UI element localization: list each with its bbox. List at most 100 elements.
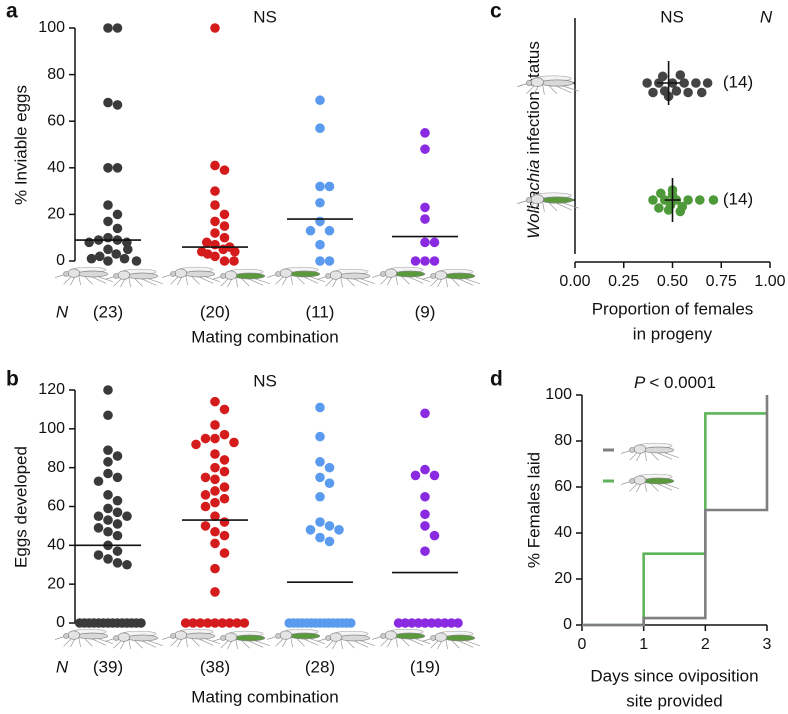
dot <box>315 532 325 543</box>
icon-leg <box>190 275 200 285</box>
y-tick-label: 0 <box>56 614 65 631</box>
icon-proboscis <box>372 274 381 278</box>
y-tick-label: 60 <box>554 478 572 495</box>
icon-thorax <box>117 270 131 280</box>
dot <box>200 490 211 500</box>
x-tick-label: 0.75 <box>706 273 737 290</box>
dot <box>315 402 325 413</box>
dot <box>420 491 430 502</box>
dot <box>210 23 220 33</box>
x-tick-label: 3 <box>763 636 772 653</box>
dot <box>202 618 213 628</box>
mosquito-icon <box>212 268 271 288</box>
icon-proboscis <box>621 450 630 454</box>
x-tick-label: 1.00 <box>754 273 785 290</box>
dot <box>219 493 230 504</box>
mosquito-icon <box>105 268 164 288</box>
y-tick-label: 20 <box>47 575 65 592</box>
icon-leg <box>649 451 659 461</box>
y-tick-label: 60 <box>47 112 65 129</box>
x-tick-label: 0.25 <box>608 273 639 290</box>
icon-head <box>526 79 533 87</box>
mosquito-icon <box>162 266 221 286</box>
icon-head <box>629 478 636 484</box>
n-header: N <box>56 302 69 321</box>
dot <box>210 433 220 444</box>
dot <box>200 433 211 444</box>
dot <box>210 228 220 238</box>
dot <box>324 521 335 531</box>
icon-abdomen <box>76 632 109 640</box>
panel-letter: a <box>6 0 18 23</box>
dot <box>103 445 113 455</box>
icon-abdomen <box>540 196 574 204</box>
dot <box>324 256 335 266</box>
icon-leg <box>185 275 188 286</box>
dot <box>84 237 94 248</box>
dot <box>210 186 220 196</box>
dot <box>315 123 325 133</box>
n-label: (38) <box>200 657 230 676</box>
dot <box>111 249 122 259</box>
dot <box>305 225 316 236</box>
icon-head <box>275 633 282 639</box>
dot <box>201 237 212 248</box>
dot <box>224 618 235 628</box>
dot <box>429 256 440 266</box>
icon-head <box>113 635 120 641</box>
dot <box>315 256 325 266</box>
dot <box>122 559 132 570</box>
dot <box>103 200 113 210</box>
icon-abdomen <box>393 270 426 278</box>
n-header: N <box>760 7 773 26</box>
dot <box>334 525 344 535</box>
dot <box>695 195 705 205</box>
icon-leg <box>542 201 545 212</box>
icon-proboscis <box>105 638 114 642</box>
dot <box>696 87 707 98</box>
y-tick-label: 100 <box>38 420 65 437</box>
dot <box>103 526 113 537</box>
dot <box>429 530 440 541</box>
icon-proboscis <box>55 274 64 278</box>
dot <box>136 618 146 628</box>
icon-leg <box>345 639 355 649</box>
mosquito-icon <box>517 75 579 95</box>
dot <box>433 618 444 628</box>
n-label: (9) <box>415 302 436 321</box>
y-axis-label: % Females laid <box>524 452 543 568</box>
dot <box>94 251 105 262</box>
dot <box>671 86 682 96</box>
icon-leg <box>83 275 93 285</box>
dot <box>112 495 123 506</box>
x-tick-label: 1 <box>639 636 648 653</box>
dot <box>210 449 220 459</box>
icon-abdomen <box>183 632 216 640</box>
icon-head <box>629 447 636 453</box>
dot <box>210 474 220 485</box>
icon-thorax <box>434 270 448 280</box>
icon-thorax <box>279 268 293 278</box>
mosquito-icon <box>517 192 579 212</box>
icon-leg <box>395 637 398 648</box>
icon-leg <box>83 637 93 647</box>
icon-abdomen <box>288 632 321 640</box>
icon-leg <box>345 277 355 287</box>
dot <box>642 78 652 88</box>
icon-leg <box>78 275 81 286</box>
icon-abdomen <box>642 446 675 454</box>
n-label: (19) <box>410 657 440 676</box>
dot <box>324 536 335 547</box>
dot <box>103 216 113 227</box>
dot <box>103 457 113 467</box>
x-tick-label: 0.00 <box>559 273 590 290</box>
dot <box>200 521 211 531</box>
icon-leg <box>542 84 545 95</box>
dot <box>103 468 113 479</box>
dot <box>112 100 123 110</box>
dot <box>103 503 113 514</box>
dot <box>420 202 430 213</box>
dot <box>103 163 113 173</box>
icon-leg <box>547 201 558 212</box>
icon-head <box>170 633 177 639</box>
